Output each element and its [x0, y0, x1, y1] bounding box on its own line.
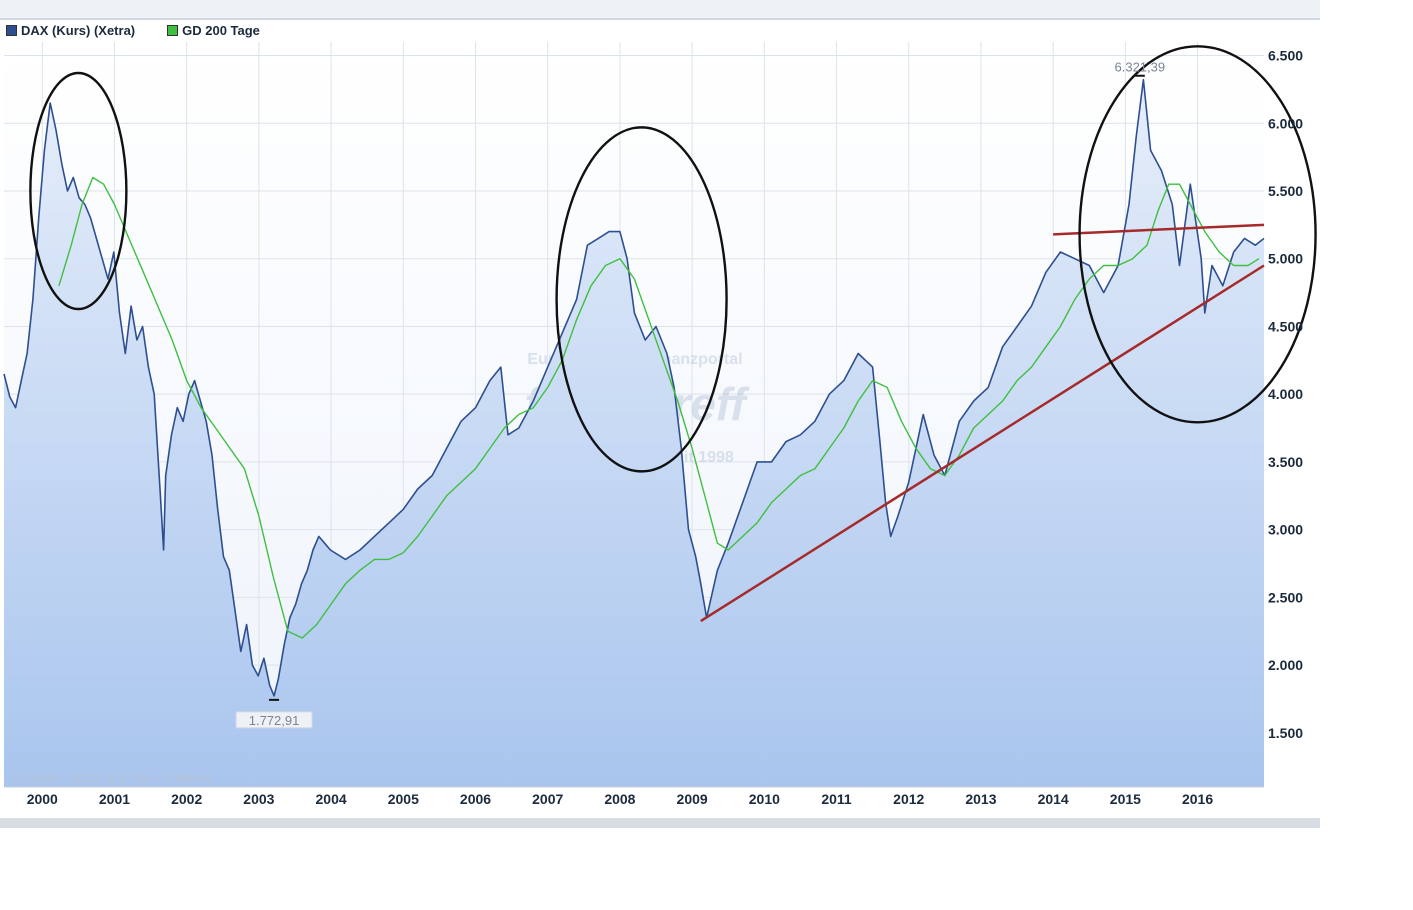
top-toolbar [0, 0, 1320, 20]
legend-item-gd200: GD 200 Tage [167, 22, 260, 38]
x-tick-label: 2004 [316, 791, 347, 807]
annotation-label-min: 1.772,91 [249, 713, 300, 728]
trendline [1053, 223, 1265, 236]
ellipse-layer [29, 45, 1317, 473]
y-tick-label: 5.000 [1268, 251, 1303, 267]
y-tick-label: 3.500 [1268, 454, 1303, 470]
series-line-dax [3, 78, 1265, 697]
x-tick-label: 2000 [27, 791, 58, 807]
legend-swatch-dax [6, 24, 17, 36]
x-tick-label: 2001 [99, 791, 130, 807]
y-tick-label: 2.500 [1268, 589, 1303, 605]
x-tick-label: 2010 [749, 791, 780, 807]
legend-label-gd200: GD 200 Tage [182, 22, 260, 38]
annotation-layer: 1.772,91 6.321,39 [235, 60, 1166, 729]
series-layer [3, 78, 1265, 697]
x-axis: 2000 2001 2002 2003 2004 2005 2006 2007 2008 2009… [4, 786, 1264, 807]
x-tick-label: 2011 [821, 791, 852, 807]
y-tick-label: 6.500 [1268, 48, 1303, 64]
y-axis: 1.500 2.000 2.500 3.000 3.500 4.000 4.500 5.000… [1268, 48, 1303, 741]
x-tick-label: 2007 [532, 791, 563, 807]
x-tick-label: 2006 [460, 791, 491, 807]
footer-note: 21.06.99 - 02.12.16 1 Tick = 1 Woche [12, 771, 212, 785]
x-tick-label: 2002 [171, 791, 202, 807]
y-tick-label: 2.000 [1268, 657, 1303, 673]
legend-label-dax: DAX (Kurs) (Xetra) [21, 22, 136, 38]
x-tick-label: 2003 [243, 791, 274, 807]
bottom-scrollbar [0, 818, 1320, 828]
x-tick-label: 2016 [1182, 791, 1213, 807]
legend-swatch-gd200 [167, 24, 179, 36]
y-tick-label: 5.500 [1268, 183, 1303, 199]
chart-legend: DAX (Kurs) (Xetra) GD 200 Tage [6, 22, 260, 38]
x-tick-label: 2012 [893, 791, 924, 807]
dax-area-fill [4, 79, 1264, 787]
highlight-ellipse [29, 71, 128, 311]
dax-line-chart: Europas erstes Finanzportal finanztreff … [3, 42, 1317, 807]
highlight-ellipse [555, 126, 728, 473]
x-tick-label: 2015 [1110, 791, 1141, 807]
y-tick-label: 4.500 [1268, 318, 1303, 334]
trendline [700, 264, 1265, 623]
x-tick-label: 2013 [965, 791, 996, 807]
chart-frame: Europas erstes Finanzportal finanztreff … [0, 20, 1320, 830]
highlight-ellipse [1078, 45, 1317, 424]
x-tick-label: 2014 [1038, 791, 1069, 807]
x-tick-label: 2005 [388, 791, 419, 807]
annotation-label-max: 6.321,39 [1115, 60, 1166, 75]
y-tick-label: 3.000 [1268, 522, 1303, 538]
trendline-layer [700, 223, 1265, 623]
series-line-gd200 [58, 176, 1260, 639]
y-tick-label: 4.000 [1268, 386, 1303, 402]
x-tick-label: 2009 [677, 791, 708, 807]
x-tick-label: 2008 [604, 791, 635, 807]
annotation-box [235, 711, 313, 729]
y-tick-label: 1.500 [1268, 725, 1303, 741]
y-tick-label: 6.000 [1268, 115, 1303, 131]
legend-item-dax: DAX (Kurs) (Xetra) [6, 22, 135, 38]
